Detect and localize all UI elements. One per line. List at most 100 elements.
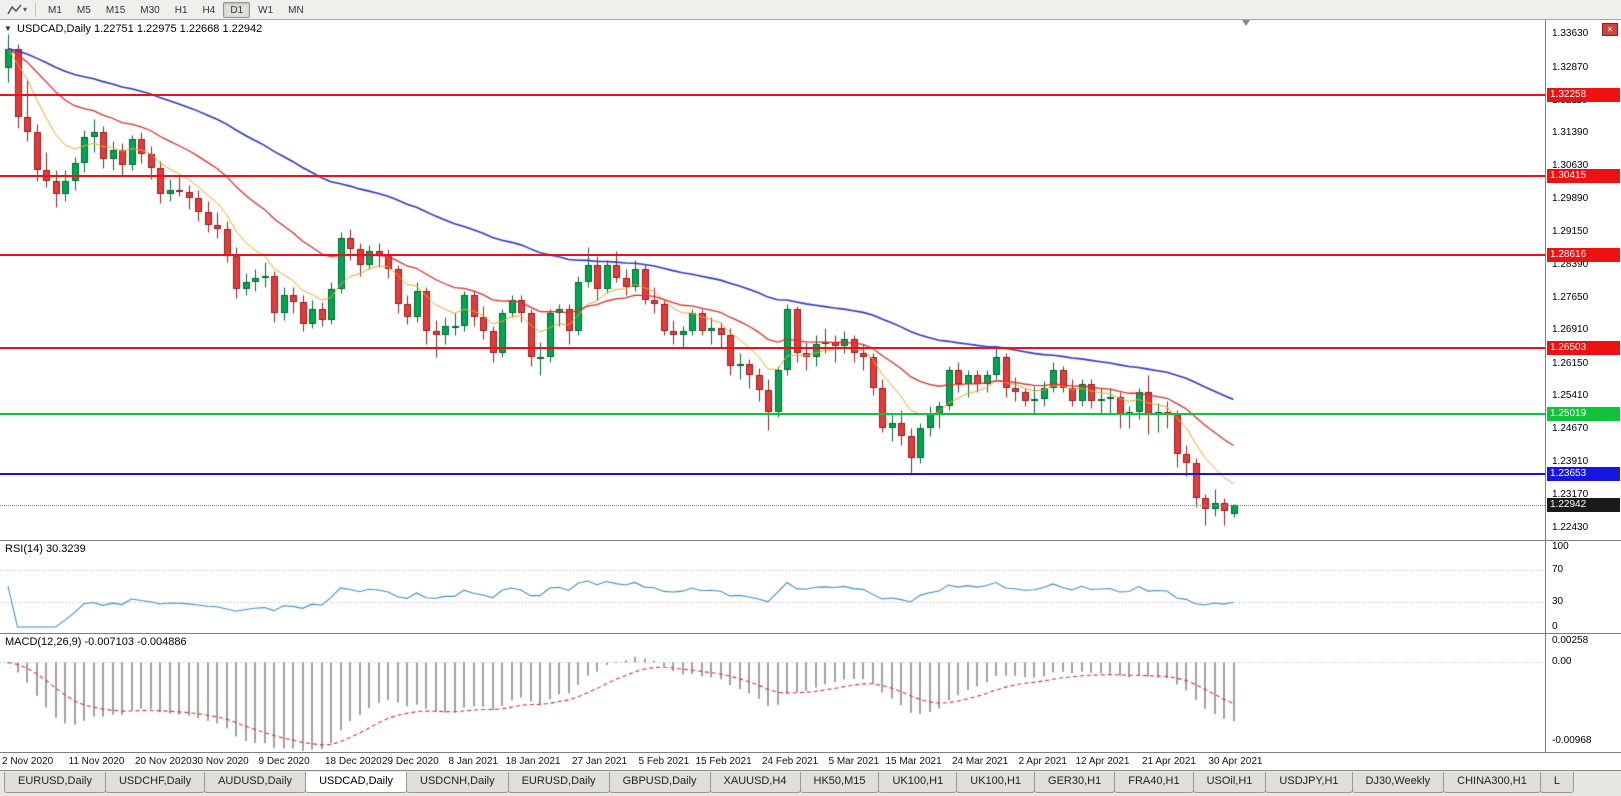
timeframe-button-mn[interactable]: MN — [288, 4, 304, 16]
chart-tab-eurusd-daily[interactable]: EURUSD,Daily — [4, 772, 106, 793]
price-level-line-1-30415[interactable] — [0, 174, 1545, 177]
chart-tab-uk100-h1[interactable]: UK100,H1 — [956, 772, 1036, 793]
timeframe-button-m30[interactable]: M30 — [140, 4, 160, 16]
price-tick-label: 1.25410 — [1552, 390, 1589, 402]
price-level-badge-1-25019: 1.25019 — [1547, 406, 1620, 421]
chart-tab-usdcad-daily[interactable]: USDCAD,Daily — [305, 772, 408, 793]
date-tick-label: 30 Nov 2020 — [192, 756, 249, 767]
price-tick-label: 1.23910 — [1552, 456, 1589, 468]
timeframe-button-w1[interactable]: W1 — [258, 4, 274, 16]
date-tick-label: 24 Feb 2021 — [762, 756, 819, 767]
date-tick-label: 12 Apr 2021 — [1075, 756, 1130, 767]
price-tick-label: 1.30630 — [1552, 160, 1589, 172]
chart-tab-china300-h1[interactable]: CHINA300,H1 — [1443, 772, 1541, 793]
timeframe-button-d1[interactable]: D1 — [223, 1, 251, 18]
timeframe-button-h1[interactable]: H1 — [174, 4, 188, 16]
price-tick-label: 1.26910 — [1552, 324, 1589, 336]
chart-title: USDCAD,Daily 1.22751 1.22975 1.22668 1.2… — [17, 23, 263, 35]
price-level-line-1-32258[interactable] — [0, 93, 1545, 96]
chart-tab-dj30-weekly[interactable]: DJ30,Weekly — [1351, 772, 1445, 793]
rsi-label: RSI(14) 30.3239 — [5, 543, 86, 555]
bid-price-line[interactable] — [0, 505, 1545, 507]
panel-divider[interactable] — [0, 540, 1621, 541]
chart-tab-ger30-h1[interactable]: GER30,H1 — [1034, 772, 1116, 793]
date-tick-label: 18 Dec 2020 — [325, 756, 382, 767]
macd-axis-label: -0.00968 — [1552, 735, 1592, 747]
timeframe-button-m1[interactable]: M1 — [48, 4, 62, 16]
chart-close-button[interactable]: ✕ — [1602, 23, 1618, 36]
toolbar-separator — [35, 2, 37, 17]
chart-tab-l[interactable]: L — [1539, 772, 1574, 793]
price-level-line-1-26503[interactable] — [0, 347, 1545, 350]
zigzag-icon — [7, 4, 22, 15]
price-level-badge-1-30415: 1.30415 — [1547, 168, 1620, 183]
timeframe-button-m5[interactable]: M5 — [76, 4, 91, 16]
macd-axis[interactable]: 0.00258 0.00 -0.00968 — [1545, 634, 1621, 752]
chart-menu-icon[interactable]: ▼ — [4, 24, 12, 33]
date-tick-label: 29 Dec 2020 — [382, 756, 439, 767]
macd-axis-label: 0.00 — [1552, 656, 1572, 668]
chart-tab-gbpusd-daily[interactable]: GBPUSD,Daily — [608, 772, 711, 793]
macd-plot[interactable]: MACD(12,26,9) -0.007103 -0.004886 — [0, 634, 1545, 752]
price-level-line-1-28616[interactable] — [0, 254, 1545, 257]
price-tick-label: 1.31390 — [1552, 126, 1589, 138]
rsi-axis-label: 100 — [1552, 541, 1569, 552]
chart-window: ▼ USDCAD,Daily 1.22751 1.22975 1.22668 1… — [0, 20, 1621, 770]
price-tick-label: 1.27650 — [1552, 291, 1589, 303]
chart-tab-eurusd-daily[interactable]: EURUSD,Daily — [507, 772, 610, 793]
date-tick-label: 15 Mar 2021 — [885, 756, 942, 767]
price-plot[interactable]: ▼ USDCAD,Daily 1.22751 1.22975 1.22668 1… — [0, 20, 1545, 540]
rsi-canvas — [0, 541, 1545, 633]
top-toolbar: ▾ M1 M5 M15 M30 H1 H4 D1 W1 MN — [0, 0, 1621, 20]
rsi-plot[interactable]: RSI(14) 30.3239 — [0, 541, 1545, 633]
rsi-panel: RSI(14) 30.3239 100 70 30 0 — [0, 541, 1621, 633]
date-tick-label: 8 Jan 2021 — [448, 756, 499, 767]
price-tick-label: 1.33630 — [1552, 28, 1589, 40]
chart-tab-usoil-h1[interactable]: USOil,H1 — [1192, 772, 1267, 793]
date-tick-label: 27 Jan 2021 — [572, 756, 628, 767]
chart-tab-fra40-h1[interactable]: FRA40,H1 — [1114, 772, 1194, 793]
chart-tab-usdjpy-h1[interactable]: USDJPY,H1 — [1265, 772, 1353, 793]
rsi-axis-label: 30 — [1552, 596, 1564, 608]
price-tick-label: 1.29150 — [1552, 225, 1589, 237]
price-level-line-1-25019[interactable] — [0, 412, 1545, 415]
date-tick-label: 5 Mar 2021 — [828, 756, 880, 767]
bid-price-badge: 1.22942 — [1547, 498, 1620, 513]
chart-tab-bar: EURUSD,Daily USDCHF,Daily AUDUSD,Daily USDC… — [0, 770, 1621, 796]
date-tick-label: 9 Dec 2020 — [258, 756, 310, 767]
candlestick-canvas — [0, 20, 1545, 540]
date-tick-label: 2 Apr 2021 — [1018, 756, 1067, 767]
chevron-down-icon: ▾ — [23, 4, 28, 14]
timeframe-button-group: M1 M5 M15 M30 H1 H4 D1 W1 MN — [41, 1, 311, 18]
date-tick-label: 30 Apr 2021 — [1208, 756, 1263, 767]
date-tick-label: 11 Nov 2020 — [68, 756, 125, 767]
macd-canvas — [0, 634, 1545, 752]
price-level-badge-1-23653: 1.23653 — [1547, 466, 1620, 481]
chart-tab-uk100-h1[interactable]: UK100,H1 — [878, 772, 958, 793]
date-tick-label: 15 Feb 2021 — [695, 756, 752, 767]
price-tick-label: 1.22430 — [1552, 521, 1589, 533]
rsi-axis-label: 70 — [1552, 563, 1564, 575]
chart-tab-usdchf-daily[interactable]: USDCHF,Daily — [104, 772, 206, 793]
rsi-axis[interactable]: 100 70 30 0 — [1545, 541, 1621, 633]
date-tick-label: 20 Nov 2020 — [135, 756, 192, 767]
date-tick-label: 18 Jan 2021 — [505, 756, 561, 767]
chart-tab-hk50-m15[interactable]: HK50,M15 — [799, 772, 880, 793]
macd-axis-label: 0.00258 — [1552, 635, 1589, 647]
price-level-badge-1-28616: 1.28616 — [1547, 248, 1620, 263]
time-axis[interactable]: 2 Nov 2020 11 Nov 2020 20 Nov 2020 30 Nov 2… — [0, 752, 1621, 770]
price-level-line-1-23653[interactable] — [0, 472, 1545, 475]
price-tick-label: 1.23170 — [1552, 489, 1589, 501]
timeframe-button-h4[interactable]: H4 — [202, 4, 216, 16]
chart-tab-usdcnh-daily[interactable]: USDCNH,Daily — [406, 772, 509, 793]
panel-divider[interactable] — [0, 633, 1621, 634]
timeframe-button-m15[interactable]: M15 — [105, 4, 126, 16]
chart-tab-audusd-daily[interactable]: AUDUSD,Daily — [204, 772, 307, 793]
price-tick-label: 1.29890 — [1552, 192, 1589, 204]
line-studies-button[interactable]: ▾ — [4, 2, 30, 18]
price-axis[interactable]: 1.336301.328701.321101.313901.306301.298… — [1545, 20, 1621, 540]
price-tick-label: 1.26150 — [1552, 357, 1589, 369]
macd-label: MACD(12,26,9) -0.007103 -0.004886 — [5, 636, 187, 648]
chart-tab-xauusd-h4[interactable]: XAUUSD,H4 — [709, 772, 801, 793]
chart-shift-marker[interactable] — [1241, 20, 1250, 26]
